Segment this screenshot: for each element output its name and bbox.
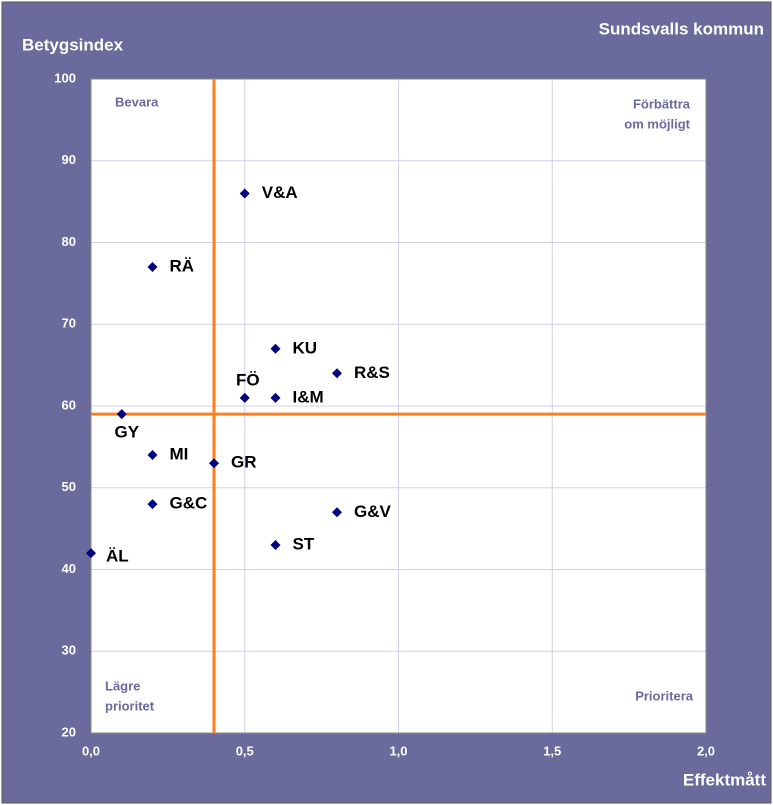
x-tick-label: 1,0 [389,743,407,758]
point [270,539,281,550]
point-label: GR [231,453,257,472]
point [147,262,158,273]
point [86,548,96,559]
x-tick-label: 2,0 [697,743,715,758]
x-axis-label: Effektmått [683,770,766,789]
y-tick-label: 20 [62,724,76,739]
point-label: KU [293,338,318,357]
quadrant-label: om möjligt [624,116,690,131]
point [239,392,250,403]
point-label: ÄL [106,547,129,566]
point [332,507,342,518]
point [116,409,127,420]
point [270,343,281,354]
plot-border [90,78,707,734]
point-label: R&S [354,363,390,382]
point [209,458,219,469]
y-tick-label: 60 [62,397,76,412]
x-tick-label: 0,5 [236,743,254,758]
point-label: ST [293,534,315,553]
x-tick-label: 1,5 [543,743,561,758]
point-label: I&M [293,387,324,406]
y-tick-label: 90 [62,152,76,167]
x-tick-label: 0,0 [82,743,100,758]
point-label: GY [114,423,139,442]
point-label: G&C [170,494,208,513]
quadrant-label: Prioritera [635,688,694,703]
point-label: MI [170,445,189,464]
point-label: RÄ [170,257,195,276]
y-tick-label: 40 [62,561,76,576]
chart-title: Sundsvalls kommun [599,19,764,38]
point [147,450,158,461]
quadrant-label: Lägre [105,678,140,693]
y-tick-label: 80 [62,234,76,249]
y-tick-label: 50 [62,479,76,494]
quadrant-label: Förbättra [633,96,691,111]
point [332,368,342,379]
y-tick-label: 100 [54,70,76,85]
point [239,188,250,199]
point [270,392,281,403]
y-tick-label: 70 [62,316,76,331]
point-label: V&A [262,183,298,202]
y-axis-label: Betygsindex [22,35,124,54]
quadrant-label: prioritet [105,698,155,713]
point-label: FÖ [236,370,260,389]
quadrant-label: Bevara [115,94,159,109]
point [147,499,158,510]
y-tick-label: 30 [62,643,76,658]
point-label: G&V [354,502,392,521]
